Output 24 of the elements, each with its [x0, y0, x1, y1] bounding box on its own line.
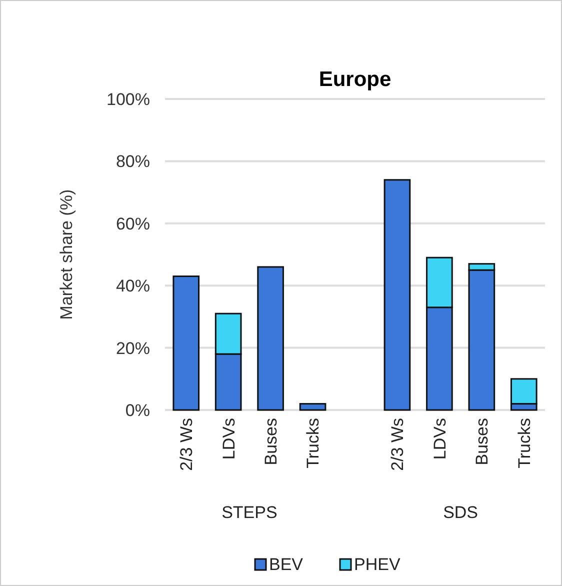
- y-axis-title: Market share (%): [57, 189, 76, 320]
- y-tick-label: 100%: [106, 90, 150, 109]
- legend-label: BEV: [269, 555, 304, 574]
- x-tick-label: 2/3 Ws: [388, 418, 408, 471]
- bar: [257, 266, 284, 411]
- x-tick-label: Trucks: [304, 418, 323, 468]
- x-tick-label: Buses: [472, 418, 492, 466]
- bar: [172, 276, 200, 411]
- y-tick-label: 20%: [116, 338, 150, 358]
- y-tick-label: 0%: [125, 400, 150, 420]
- y-tick-label: 80%: [116, 152, 150, 172]
- text: STEPS: [222, 503, 278, 522]
- y-tick-label: 60%: [116, 214, 150, 234]
- x-tick-label: Buses: [262, 418, 281, 466]
- y-tick-label: 40%: [116, 276, 150, 296]
- x-tick-label: LDVs: [430, 418, 450, 460]
- x-tick-label: LDVs: [219, 418, 238, 460]
- chart-title: Europe: [318, 68, 392, 91]
- x-tick-label: Trucks: [514, 418, 534, 468]
- legend-label: PHEV: [354, 555, 401, 574]
- x-tick-label: 2/3 Ws: [177, 418, 196, 471]
- text: SDS: [443, 503, 478, 522]
- bar: [384, 179, 411, 411]
- bar: [299, 403, 326, 411]
